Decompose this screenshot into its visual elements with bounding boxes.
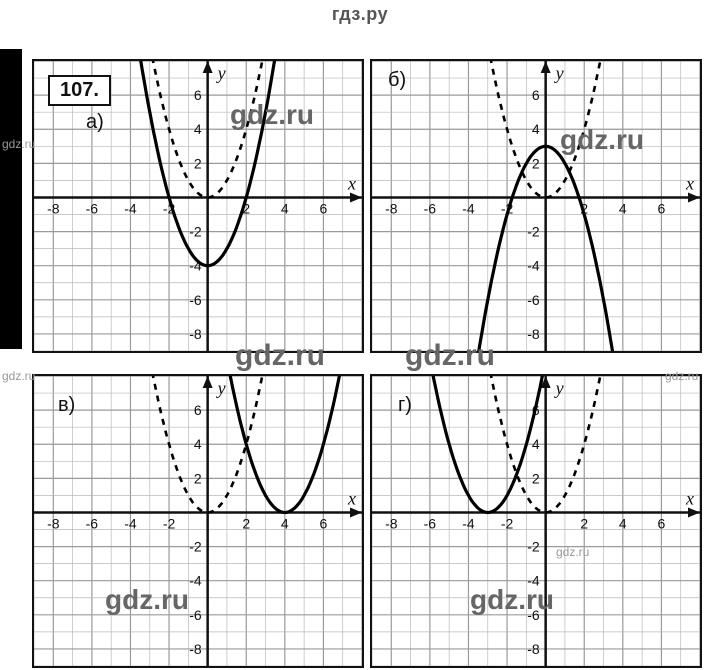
site-header: гдз.ру [0,0,720,29]
svg-text:-6: -6 [86,515,99,531]
svg-text:4: 4 [194,121,202,137]
svg-text:-2: -2 [527,224,540,240]
svg-text:-8: -8 [47,515,60,531]
svg-text:6: 6 [658,200,666,216]
problem-number-box: 107. [48,75,111,106]
chart-panel-d: -8-6-4-2246-8-6-4-2246xy [370,374,702,668]
svg-text:-4: -4 [189,573,202,589]
svg-text:4: 4 [532,121,540,137]
svg-text:6: 6 [194,402,202,418]
svg-text:-8: -8 [189,641,202,657]
svg-text:-8: -8 [47,200,60,216]
scan-artifact [0,49,22,349]
svg-text:y: y [216,63,226,83]
svg-text:y: y [216,378,226,398]
svg-text:-2: -2 [527,539,540,555]
svg-text:2: 2 [194,470,202,486]
svg-text:2: 2 [242,515,250,531]
svg-text:2: 2 [532,470,540,486]
svg-text:-8: -8 [385,515,398,531]
svg-text:-6: -6 [86,200,99,216]
svg-text:6: 6 [320,200,328,216]
panel-label-c: в) [58,394,75,417]
svg-text:x: x [685,488,694,508]
svg-text:y: y [554,378,564,398]
svg-text:-6: -6 [527,607,540,623]
page-canvas: -8-6-4-2246-8-6-4-2246xy 107. а) -8-6-4-… [0,29,720,669]
chart-panel-b: -8-6-4-2246-8-6-4-2246xy [370,59,702,353]
svg-text:-8: -8 [189,326,202,342]
svg-text:-6: -6 [189,292,202,308]
panel-label-a: а) [86,111,104,134]
svg-text:-4: -4 [527,258,540,274]
svg-text:-6: -6 [189,607,202,623]
chart-panel-c: -8 -6 -4 -2 2 4 6 -8 -6 -4 -2 2 4 6 x y [32,374,364,668]
svg-text:4: 4 [194,436,202,452]
svg-text:6: 6 [320,515,328,531]
svg-text:x: x [685,173,694,193]
svg-text:-6: -6 [527,292,540,308]
panel-label-b: б) [388,69,406,92]
svg-text:2: 2 [580,515,588,531]
svg-text:-2: -2 [501,515,514,531]
svg-text:-4: -4 [462,515,475,531]
svg-text:x: x [347,173,356,193]
svg-text:-8: -8 [527,326,540,342]
panel-label-d: г) [398,394,412,417]
svg-text:2: 2 [194,155,202,171]
svg-text:-2: -2 [189,539,202,555]
svg-text:-6: -6 [424,515,437,531]
svg-text:-6: -6 [424,200,437,216]
svg-text:6: 6 [658,515,666,531]
svg-text:-2: -2 [163,515,176,531]
svg-text:-4: -4 [527,573,540,589]
svg-text:4: 4 [281,515,289,531]
svg-text:-2: -2 [189,224,202,240]
svg-text:-4: -4 [124,515,137,531]
svg-text:-8: -8 [385,200,398,216]
svg-text:-4: -4 [124,200,137,216]
svg-text:-8: -8 [527,641,540,657]
svg-text:4: 4 [619,515,627,531]
svg-text:2: 2 [532,155,540,171]
svg-text:-4: -4 [462,200,475,216]
svg-text:y: y [554,63,564,83]
watermark-small: gdz.ru [2,369,35,383]
svg-text:4: 4 [619,200,627,216]
svg-text:4: 4 [281,200,289,216]
svg-text:x: x [347,488,356,508]
svg-text:6: 6 [194,87,202,103]
svg-text:6: 6 [532,87,540,103]
svg-text:4: 4 [532,436,540,452]
